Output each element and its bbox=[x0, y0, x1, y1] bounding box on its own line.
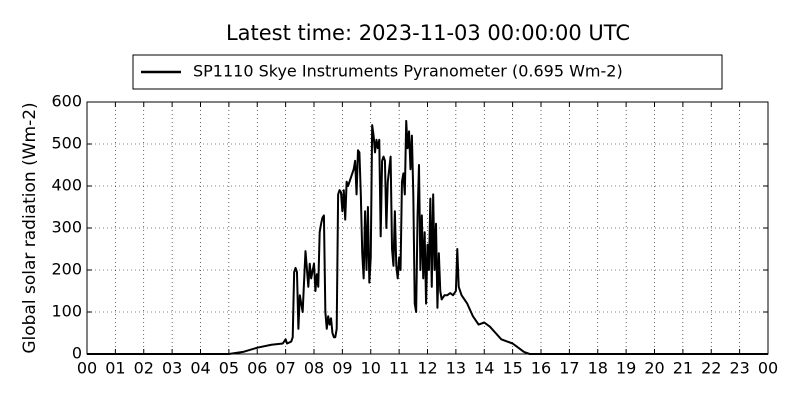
y-tick-label: 200 bbox=[51, 260, 82, 279]
y-axis-label: Global solar radiation (Wm-2) bbox=[20, 102, 40, 353]
x-tick-label: 22 bbox=[701, 359, 721, 378]
x-tick-label: 19 bbox=[616, 359, 636, 378]
chart-title: Latest time: 2023-11-03 00:00:00 UTC bbox=[226, 21, 630, 45]
x-tick-label: 23 bbox=[729, 359, 749, 378]
x-tick-label: 09 bbox=[332, 359, 352, 378]
y-tick-label: 400 bbox=[51, 176, 82, 195]
x-tick-label: 00 bbox=[758, 359, 778, 378]
x-tick-label: 16 bbox=[531, 359, 551, 378]
x-tick-label: 04 bbox=[190, 359, 210, 378]
x-tick-label: 17 bbox=[559, 359, 579, 378]
y-tick-label: 300 bbox=[51, 218, 82, 237]
x-tick-label: 03 bbox=[162, 359, 182, 378]
x-tick-label: 10 bbox=[361, 359, 381, 378]
x-tick-label: 00 bbox=[77, 359, 97, 378]
data-line bbox=[87, 119, 768, 355]
legend-label: SP1110 Skye Instruments Pyranometer (0.6… bbox=[193, 62, 623, 81]
x-tick-label: 14 bbox=[474, 359, 494, 378]
x-tick-label: 21 bbox=[673, 359, 693, 378]
x-tick-label: 11 bbox=[389, 359, 409, 378]
x-tick-label: 06 bbox=[247, 359, 267, 378]
y-tick-label: 0 bbox=[72, 344, 82, 363]
y-tick-label: 500 bbox=[51, 134, 82, 153]
x-tick-label: 18 bbox=[588, 359, 608, 378]
plot-frame bbox=[86, 101, 769, 355]
x-tick-label: 13 bbox=[446, 359, 466, 378]
x-tick-label: 07 bbox=[275, 359, 295, 378]
x-tick-label: 15 bbox=[502, 359, 522, 378]
x-tick-label: 12 bbox=[417, 359, 437, 378]
x-tick-label: 08 bbox=[304, 359, 324, 378]
x-tick-label: 01 bbox=[105, 359, 125, 378]
x-tick-label: 02 bbox=[134, 359, 154, 378]
y-tick-label: 100 bbox=[51, 302, 82, 321]
x-tick-label: 05 bbox=[219, 359, 239, 378]
legend-box bbox=[132, 54, 723, 90]
y-tick-label: 600 bbox=[51, 92, 82, 111]
x-tick-label: 20 bbox=[644, 359, 664, 378]
